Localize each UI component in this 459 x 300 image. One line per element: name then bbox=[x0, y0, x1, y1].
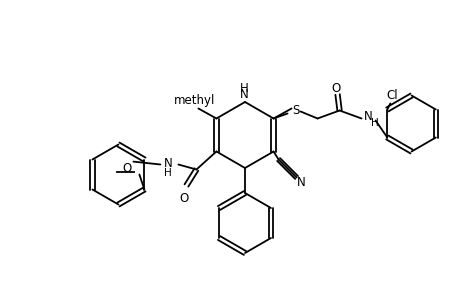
Text: O: O bbox=[123, 162, 132, 175]
Text: Cl: Cl bbox=[386, 88, 397, 101]
Text: H: H bbox=[239, 82, 248, 95]
Text: H: H bbox=[370, 118, 377, 128]
Text: N: N bbox=[297, 176, 305, 189]
Text: H: H bbox=[163, 167, 171, 178]
Text: O: O bbox=[330, 82, 340, 95]
Text: methyl: methyl bbox=[174, 94, 215, 106]
Text: S: S bbox=[291, 104, 299, 117]
Text: O: O bbox=[179, 193, 189, 206]
Text: N: N bbox=[239, 88, 248, 101]
Text: N: N bbox=[164, 157, 173, 170]
Text: N: N bbox=[363, 110, 371, 123]
